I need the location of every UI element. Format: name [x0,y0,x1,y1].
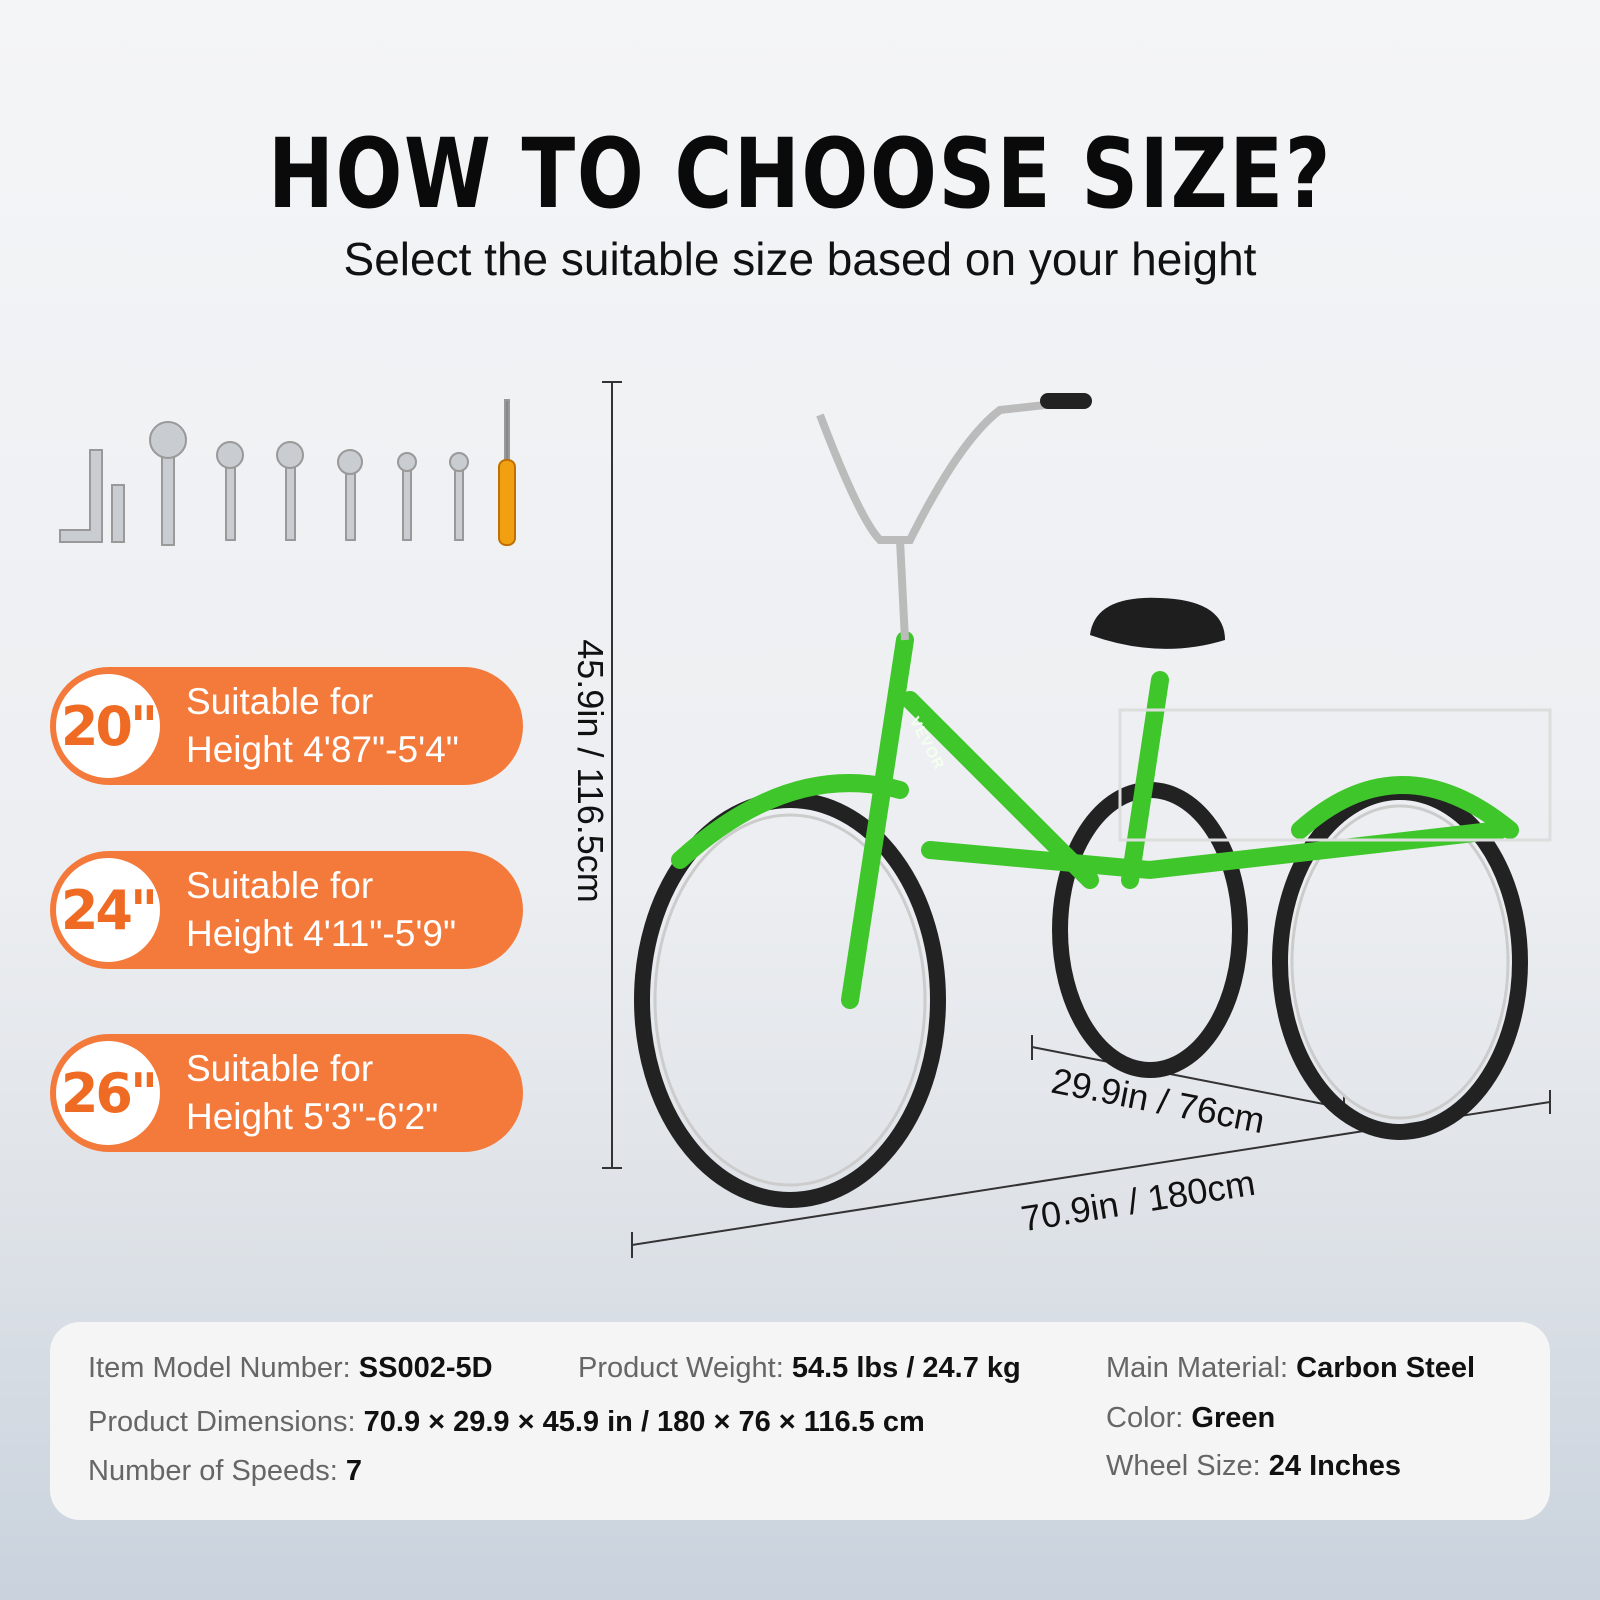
size-option-24: 24" Suitable for Height 4'11"-5'9" [50,851,523,969]
size-text: Suitable for [186,681,374,722]
spec-color: Color: Green [1106,1402,1276,1434]
spec-speeds: Number of Speeds: 7 [88,1455,363,1487]
page-subtitle: Select the suitable size based on your h… [343,233,1257,285]
page-title: HOW TO CHOOSE SIZE? [267,118,1333,230]
size-option-20: 20" Suitable for Height 4'87"-5'4" [50,667,523,785]
spec-weight: Product Weight: 54.5 lbs / 24.7 kg [578,1352,1021,1384]
size-badge: 24" [56,858,160,962]
height-range: Height 5'3"-6'2" [186,1096,439,1137]
spec-material: Main Material: Carbon Steel [1106,1352,1476,1384]
height-dimension-label: 45.9in / 116.5cm [569,639,611,903]
size-text: Suitable for [186,1048,374,1089]
size-badge: 20" [56,674,160,778]
spec-panel: Item Model Number: SS002-5D Product Weig… [50,1322,1550,1520]
height-range: Height 4'87"-5'4" [186,729,459,770]
size-badge: 26" [56,1041,160,1145]
tools-icon [59,399,516,546]
tricycle-image [634,393,1552,1208]
size-option-26: 26" Suitable for Height 5'3"-6'2" [50,1034,523,1152]
size-text: Suitable for [186,865,374,906]
height-range: Height 4'11"-5'9" [186,913,457,954]
spec-model: Item Model Number: SS002-5D [88,1352,493,1384]
spec-dimensions: Product Dimensions: 70.9 × 29.9 × 45.9 i… [88,1406,925,1438]
spec-wheel-size: Wheel Size: 24 Inches [1106,1450,1401,1482]
